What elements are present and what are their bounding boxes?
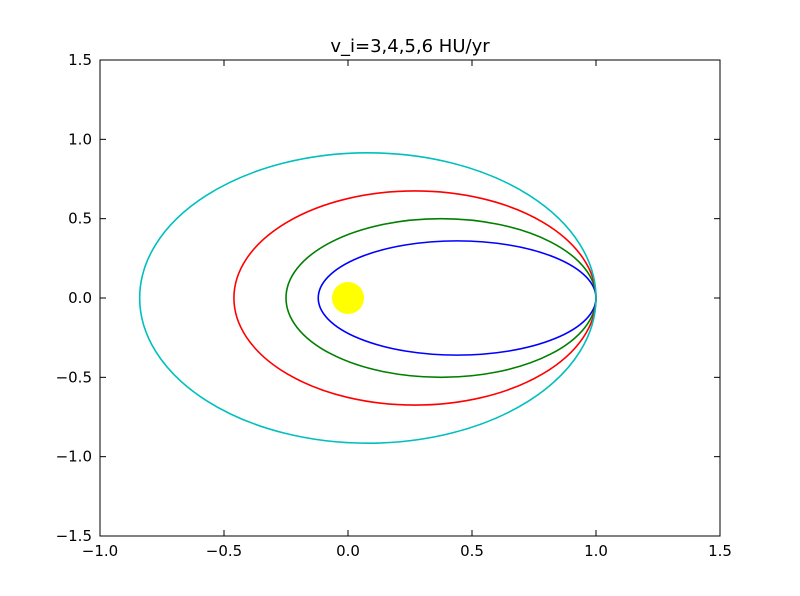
y-tick-label: 0.0 xyxy=(68,289,92,307)
x-tick-label: −0.5 xyxy=(206,542,242,560)
x-tick-label: 1.0 xyxy=(584,542,608,560)
y-tick-label: 0.5 xyxy=(68,210,92,228)
orbit-line-4 xyxy=(138,152,597,444)
y-tick-label: 1.0 xyxy=(68,130,92,148)
plot-area xyxy=(138,152,597,444)
axes: −1.0 −0.5 0.0 0.5 1.0 1.5−1.5−1.0−0.50.00.51.… xyxy=(56,51,732,560)
axes-frame xyxy=(99,59,721,537)
x-tick-label: 0.0 xyxy=(336,542,360,560)
sun-marker xyxy=(332,282,364,314)
x-tick-label: 0.5 xyxy=(460,542,484,560)
x-tick-label: 1.5 xyxy=(708,542,732,560)
x-tick-label: −1.0 xyxy=(82,542,118,560)
chart-title: v_i=3,4,5,6 HU/yr xyxy=(330,36,490,57)
orbit-line-3 xyxy=(233,190,597,406)
y-tick-label: −1.5 xyxy=(56,527,92,545)
y-tick-label: 1.5 xyxy=(68,51,92,69)
y-tick-label: −0.5 xyxy=(56,368,92,386)
y-tick-label: −1.0 xyxy=(56,448,92,466)
